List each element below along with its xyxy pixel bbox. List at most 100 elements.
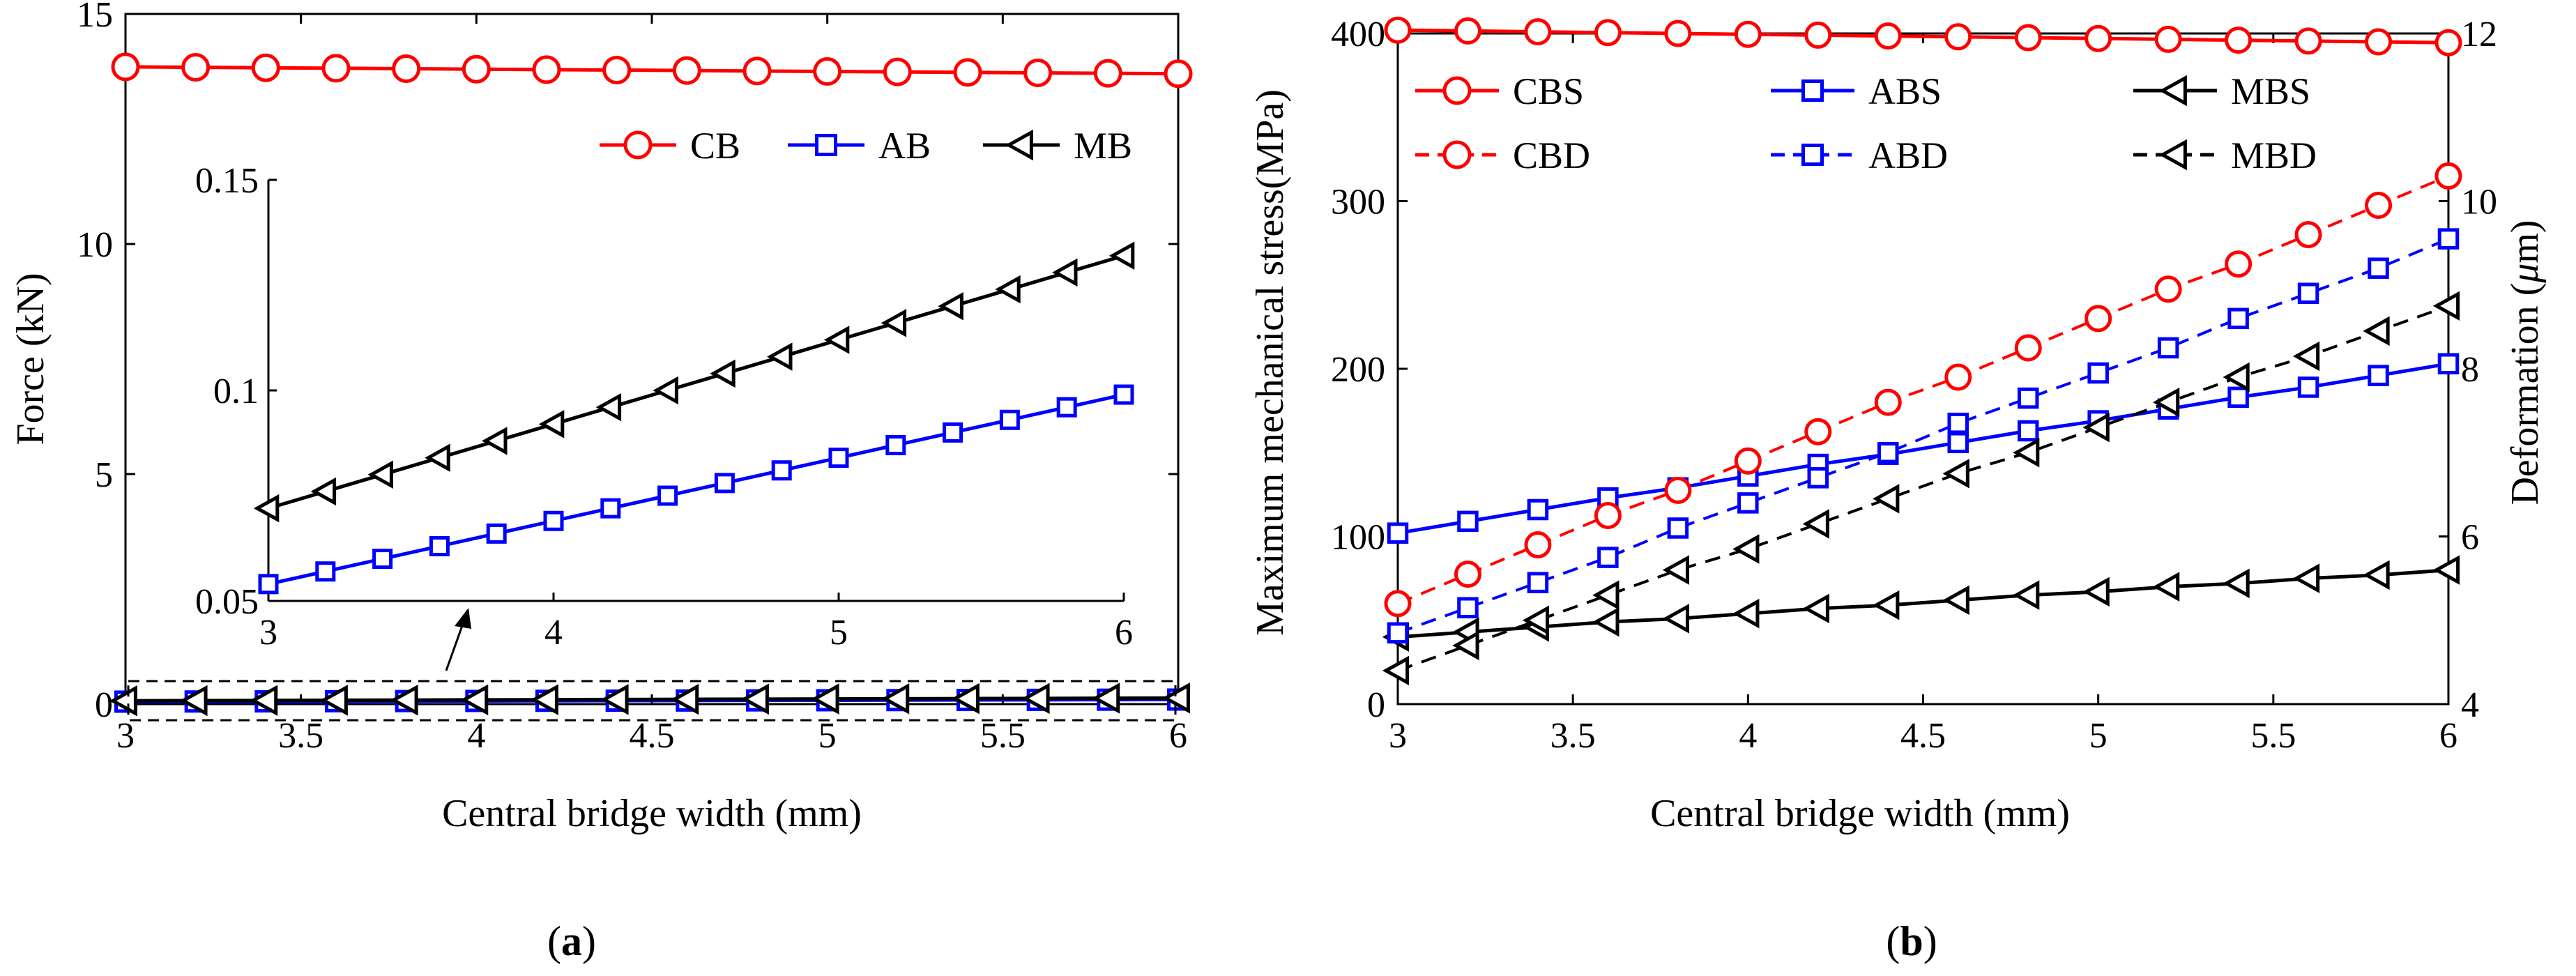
chart-b-series-mbs-point [1662, 604, 1689, 634]
chart-a-inset-y-tick-label: 0.15 [195, 161, 259, 201]
chart-a-inset-series-mb-point [253, 494, 280, 523]
chart-a-series-mb-point [460, 684, 489, 716]
chart-a-series-mb-point [1092, 683, 1120, 714]
chart-b-legend-marker-cbd [1442, 140, 1472, 169]
chart-b-series-cbd-point [1734, 447, 1762, 475]
chart-a-series-mb-line [125, 696, 1179, 703]
chart-b-series-abs-point [2017, 420, 2039, 442]
chart-a-legend-label-cb: CB [690, 125, 740, 167]
chart-a-inset-series-ab-point [885, 435, 906, 456]
chart-b-series-mbs-point [2013, 580, 2040, 610]
chart-a-series-cb-line [125, 65, 1179, 76]
chart-b-series-abd-point [1527, 572, 1549, 593]
chart-b-legend-label-abs: ABS [1868, 70, 1942, 112]
chart-a-series-mb-point [390, 684, 418, 716]
chart-b-legend-label-abd: ABD [1868, 135, 1948, 176]
chart-b-series-mbd-point [1592, 580, 1619, 610]
chart-a-inset-series-ab-point [1056, 397, 1077, 418]
chart-a-inset-series-ab-point [543, 510, 564, 531]
chart-a-inset-series-ab-point [657, 485, 678, 506]
chart-a-series-cb-point [602, 56, 632, 85]
chart-b-series-cbd-point [1874, 388, 1902, 416]
chart-a-inset-y-tick-label: 0.05 [195, 582, 259, 622]
chart-b-series-mbd-point [2363, 316, 2390, 346]
chart-b-y-tick-label: 100 [1331, 518, 1385, 558]
chart-b-series-mbs-line [1397, 568, 2449, 639]
chart-b-y-tick-label: 200 [1331, 350, 1385, 390]
chart-a-series-cb-point [321, 54, 351, 83]
chart-b-series-cbd-point [1524, 531, 1552, 559]
chart-b-series-abd-point [2368, 257, 2389, 279]
chart-a-inset-series-ab-point [943, 422, 963, 443]
chart-a-inset-series-mb-point [367, 460, 393, 489]
chart-a-inset-series-mb-line [268, 254, 1125, 510]
chart-a-inset-series-mb-point [653, 376, 678, 405]
chart-b-y-tick-label: 300 [1331, 183, 1385, 222]
chart-a-series-mb-point [109, 685, 137, 717]
chart-b-series-mbd-point [1382, 655, 1410, 686]
chart-a-series-cb-point [111, 52, 140, 82]
chart-b-series-abs-point [1527, 498, 1549, 521]
chart-a-x-tick-label: 3 [116, 716, 135, 756]
chart-b-series-abd-point [2437, 228, 2460, 250]
chart-b-series-abd-point [1457, 597, 1479, 618]
chart-b-series-mbs-point [1942, 585, 1969, 616]
chart-a-series-mb-point [1021, 683, 1050, 715]
chart-b-x-tick-labels: 3 3.5 4 4.5 5 5.5 6 [1389, 716, 2457, 756]
chart-b-series-abd-point [2227, 307, 2249, 330]
chart-b-legend-marker-mbd [2158, 139, 2187, 171]
chart-a-inset-series-ab-line [268, 392, 1125, 586]
chart-b-series-abd-point [1667, 517, 1689, 539]
chart-a-inset-series-ab-point [771, 460, 792, 481]
chart-b-series-mbd-point [1732, 534, 1760, 564]
chart-a-series-mb-point [530, 684, 558, 715]
chart-b-series-abd-point [2017, 387, 2039, 409]
chart-b-series-cbs-point [1734, 20, 1762, 48]
chart-a-inset-series-mb-point [995, 275, 1021, 304]
chart-b-series-abd-point [1807, 467, 1829, 489]
chart-b-series-cbs-point [2294, 27, 2322, 55]
chart-a-x-axis-label: Central bridge width (mm) [442, 792, 862, 835]
chart-b-legend-label-cbs: CBS [1513, 70, 1584, 112]
chart-a-legend-label-ab: AB [878, 125, 931, 167]
chart-b-series-abd-point [2157, 337, 2179, 359]
chart-b-series-abs-line [1397, 362, 2449, 535]
chart-b-series-abd-point [1877, 442, 1899, 464]
chart-a-series-cb-point [181, 53, 211, 82]
chart-a-inset-series-mb-point [938, 291, 963, 321]
chart-b-series-cbs-point [2434, 29, 2462, 56]
chart-b-series-cbs-line [1397, 28, 2449, 45]
chart-b-series-mbd-point [2013, 438, 2040, 468]
panel-label-a: (a) [547, 918, 596, 964]
chart-b-series-cbd-line [1397, 174, 2449, 605]
chart-b-x-axis-label: Central bridge width (mm) [1650, 792, 2070, 835]
chart-a-inset-series [253, 241, 1135, 595]
chart-b-x-tick-label: 5.5 [2250, 716, 2296, 756]
chart-b-series-cbd-point [2154, 275, 2182, 303]
chart-b-legend-marker-cbs [1442, 76, 1472, 105]
chart-a-inset-series-mb-point [425, 443, 450, 472]
chart-b-y2-tick-label: 12 [2461, 15, 2497, 54]
chart-b-series-abs-point [2297, 376, 2319, 398]
chart-a-inset-series-ab-point [429, 535, 450, 556]
chart-b-series-mbs-point [2292, 563, 2320, 593]
chart-b-series-cbs-point [1804, 21, 1832, 49]
chart-b-series-cbs-point [1874, 22, 1902, 50]
chart-b-series-cbd-point [1454, 561, 1481, 588]
chart-a-legend: CB AB MB [600, 125, 1132, 167]
chart-b-right-y-axis-label: Deformation (μm) [2503, 220, 2547, 505]
chart-a-inset-x-tick-label: 4 [544, 613, 563, 653]
chart-a-inset-series-ab-point [372, 549, 393, 570]
chart-b-series [1382, 16, 2462, 686]
chart-a-series-cb-point [251, 53, 280, 82]
chart-a-series-cb-point [462, 54, 491, 84]
chart-a-series-cb-point [1164, 59, 1193, 89]
chart-a-series-cb-point [813, 57, 842, 86]
chart-a-series-mb-point [319, 685, 348, 716]
chart-b-series-abd-point [1597, 547, 1619, 568]
chart-b-series-mbs-point [2363, 560, 2390, 590]
chart-a-series-cb-point [953, 58, 982, 87]
chart-b-series-mbs-point [1592, 607, 1619, 637]
chart-b-right-y-tick-labels: 4 6 8 10 12 [2461, 15, 2497, 725]
